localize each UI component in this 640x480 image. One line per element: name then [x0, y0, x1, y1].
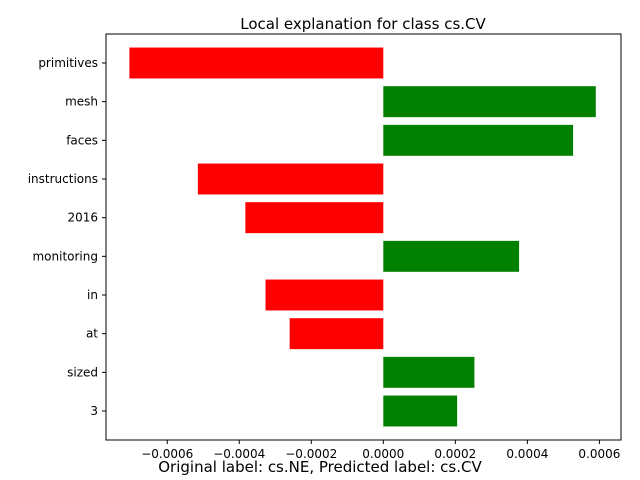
bar-primitives	[129, 47, 384, 79]
chart-caption: Original label: cs.NE, Predicted label: …	[158, 458, 482, 476]
y-tick-label: 2016	[67, 211, 98, 225]
x-tick-label: 0.0000	[362, 447, 404, 461]
bar-3	[383, 395, 458, 427]
y-tick-label: in	[87, 288, 98, 302]
bar-instructions	[197, 163, 384, 195]
bar-2016	[245, 202, 384, 234]
x-tick-label: 0.0004	[506, 447, 548, 461]
bar-sized	[383, 356, 475, 388]
x-axis-ticks: −0.0006 −0.0004 −0.0002 0.0000 0.0002 0.0004 0…	[141, 440, 620, 461]
x-tick-label: −0.0006	[141, 447, 193, 461]
y-tick-label: monitoring	[32, 249, 98, 263]
bar-mesh	[383, 86, 596, 118]
y-tick-label: faces	[66, 133, 98, 147]
bars	[129, 47, 596, 427]
y-axis-ticks: primitives mesh faces instructions 2016 monit…	[28, 56, 106, 418]
y-tick-label: primitives	[38, 56, 98, 70]
y-tick-label: instructions	[28, 172, 98, 186]
y-tick-label: 3	[90, 404, 98, 418]
bar-faces	[383, 124, 574, 156]
x-tick-label: −0.0002	[285, 447, 337, 461]
y-tick-label: mesh	[65, 95, 98, 109]
y-tick-label: at	[86, 327, 98, 341]
x-tick-label: −0.0004	[213, 447, 265, 461]
bar-at	[289, 318, 384, 350]
chart-title: Local explanation for class cs.CV	[240, 15, 486, 33]
plot-frame	[105, 33, 622, 441]
bar-monitoring	[383, 240, 520, 272]
bar-in	[265, 279, 384, 311]
x-tick-label: 0.0006	[578, 447, 620, 461]
x-tick-label: 0.0002	[434, 447, 476, 461]
y-tick-label: sized	[67, 365, 98, 379]
